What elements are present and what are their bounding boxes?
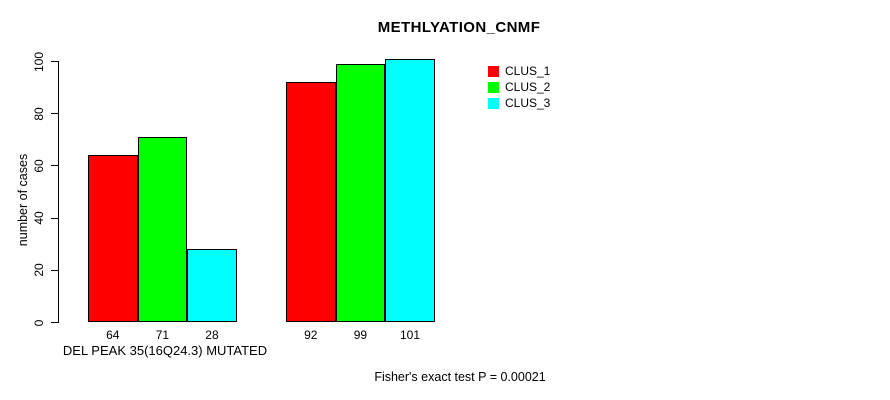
y-axis-tick-label: 20 bbox=[32, 263, 46, 277]
bar-value-label: 71 bbox=[155, 328, 170, 342]
bar-clus_2 bbox=[137, 137, 188, 323]
y-axis-tick bbox=[50, 165, 58, 167]
legend-item: CLUS_3 bbox=[488, 95, 550, 111]
y-axis-tick bbox=[50, 113, 58, 115]
bar-clus_1 bbox=[286, 82, 336, 323]
legend: CLUS_1 CLUS_2 CLUS_3 bbox=[488, 63, 550, 111]
legend-label: CLUS_1 bbox=[505, 64, 551, 78]
y-axis-tick-label: 40 bbox=[32, 211, 46, 225]
bar-clus_2 bbox=[335, 64, 386, 323]
bar-clus_1 bbox=[88, 155, 138, 323]
fisher-test-annotation: Fisher's exact test P = 0.00021 bbox=[374, 370, 546, 384]
x-group-label: DEL PEAK 35(16Q24.3) MUTATED bbox=[62, 343, 268, 358]
y-axis-tick bbox=[50, 61, 58, 62]
y-axis-tick bbox=[50, 217, 58, 219]
legend-swatch bbox=[488, 97, 499, 109]
bar-value-label: 99 bbox=[353, 328, 368, 342]
legend-label: CLUS_3 bbox=[505, 96, 551, 110]
y-axis-tick bbox=[50, 322, 58, 323]
y-axis-line bbox=[57, 61, 59, 323]
y-axis-label: number of cases bbox=[16, 153, 30, 247]
y-axis-tick-label: 0 bbox=[32, 319, 46, 326]
bar-clus_3 bbox=[187, 249, 237, 323]
y-axis-tick-label: 60 bbox=[32, 159, 46, 173]
y-axis-tick bbox=[50, 269, 58, 271]
chart-title: METHLYATION_CNMF bbox=[377, 19, 541, 36]
legend-swatch bbox=[488, 81, 499, 93]
bar-value-label: 92 bbox=[304, 328, 318, 342]
y-axis-tick-label: 80 bbox=[32, 107, 46, 121]
bar-value-label: 28 bbox=[205, 328, 219, 342]
legend-label: CLUS_2 bbox=[505, 80, 551, 94]
y-axis-tick-label: 100 bbox=[32, 51, 46, 72]
legend-item: CLUS_1 bbox=[488, 63, 550, 79]
legend-swatch bbox=[488, 65, 499, 77]
bar-clus_3 bbox=[385, 58, 435, 323]
bar-value-label: 101 bbox=[399, 328, 420, 342]
bar-value-label: 64 bbox=[106, 328, 120, 342]
legend-item: CLUS_2 bbox=[488, 79, 550, 95]
